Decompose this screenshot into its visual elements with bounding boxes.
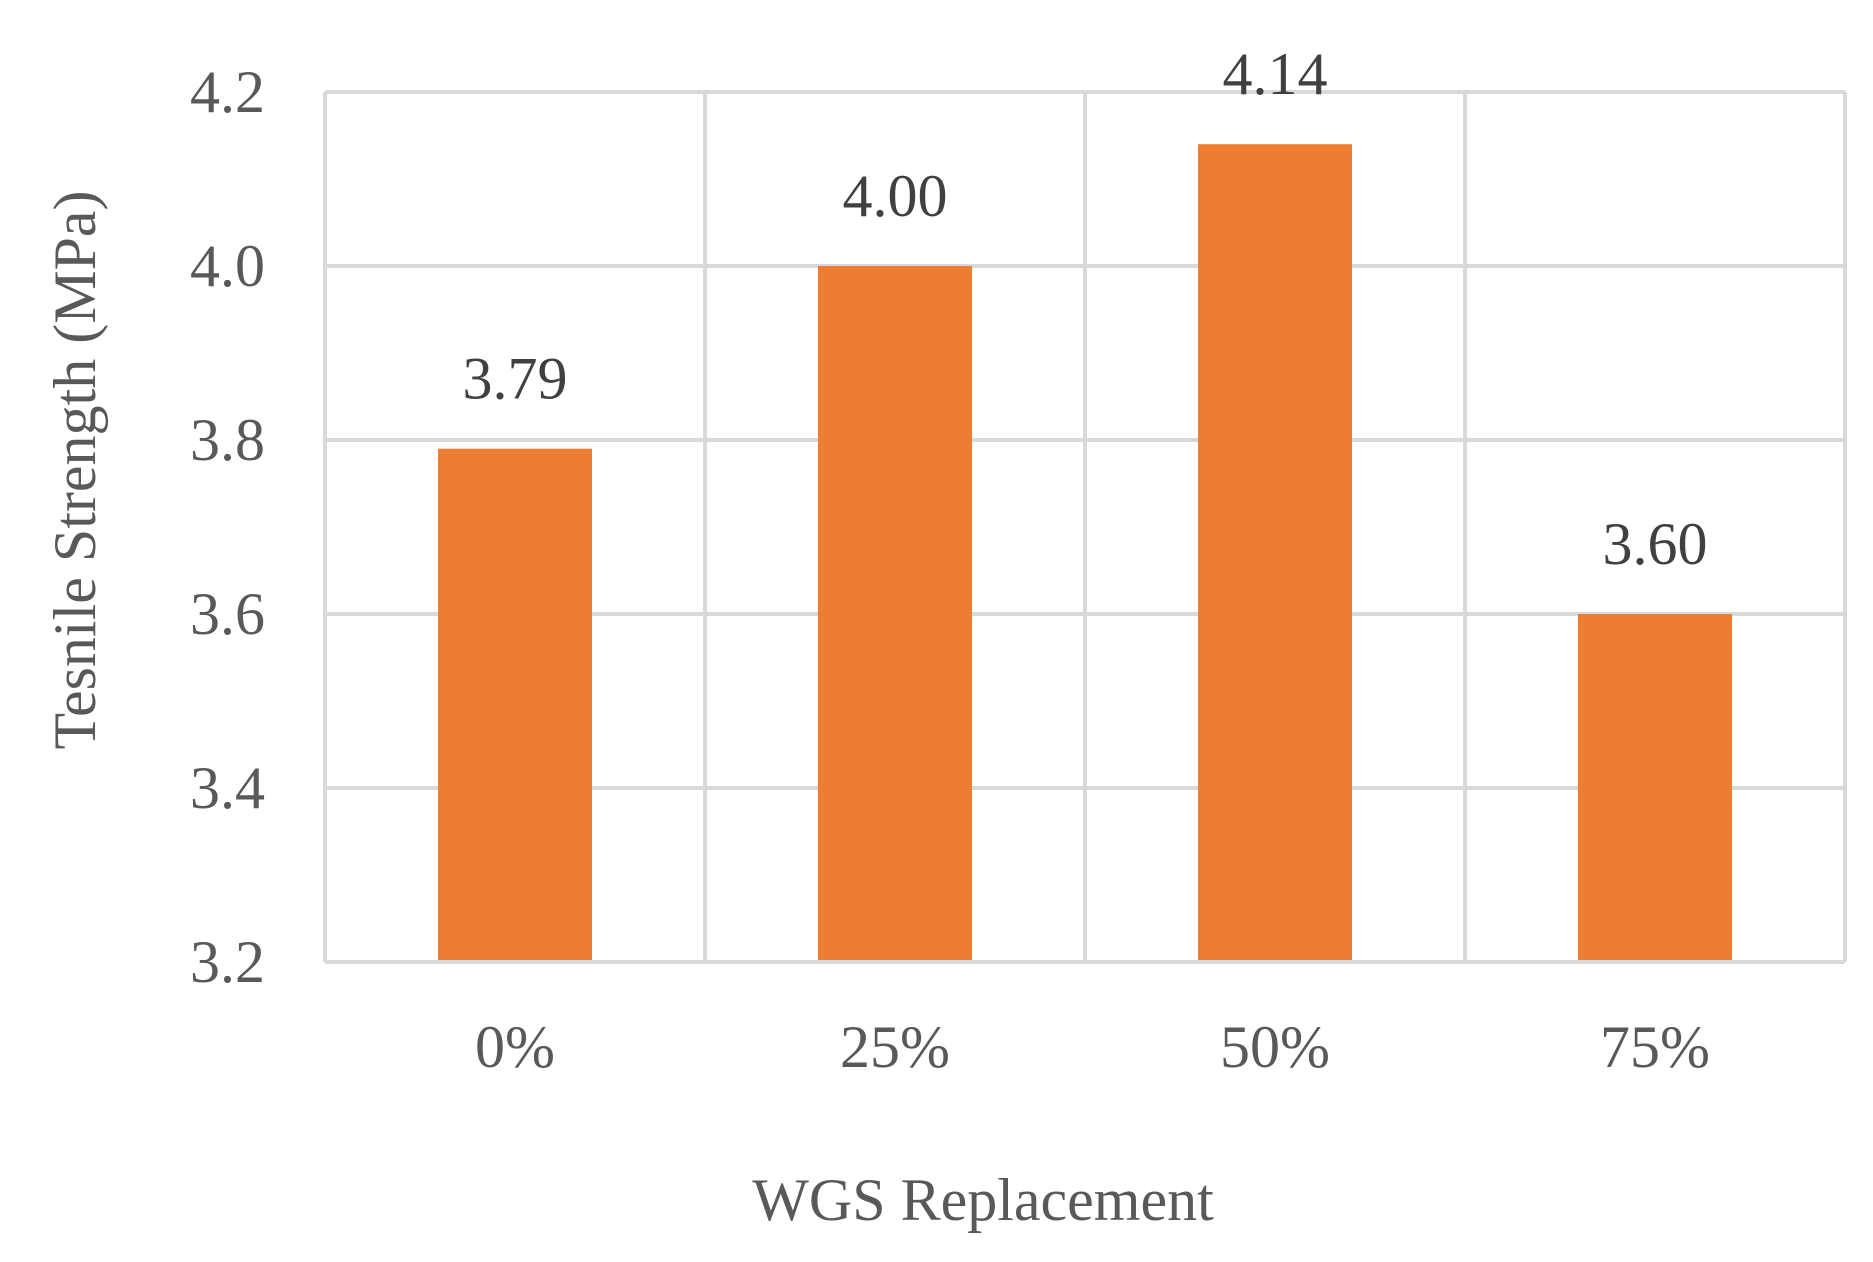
bar xyxy=(818,266,972,962)
data-label: 4.00 xyxy=(843,163,948,229)
x-axis-title: WGS Replacement xyxy=(752,1167,1214,1233)
data-label: 4.14 xyxy=(1223,41,1328,107)
bar xyxy=(438,448,592,962)
x-tick-label: 25% xyxy=(840,1014,950,1080)
data-label: 3.79 xyxy=(463,346,568,412)
y-axis-title: Tesnile Strength (MPa) xyxy=(42,190,108,749)
y-tick-label: 3.8 xyxy=(190,407,265,473)
y-tick-label: 3.6 xyxy=(190,581,265,647)
y-tick-label: 4.2 xyxy=(190,59,265,125)
data-label: 3.60 xyxy=(1603,511,1708,577)
y-tick-label: 3.2 xyxy=(190,929,265,995)
bar xyxy=(1198,144,1352,962)
x-tick-label: 0% xyxy=(475,1014,555,1080)
bar xyxy=(1578,614,1732,962)
data-labels: 3.79 4.00 4.14 3.60 xyxy=(463,41,1708,577)
x-tick-labels: 0% 25% 50% 75% xyxy=(475,1014,1710,1080)
y-tick-label: 3.4 xyxy=(190,755,265,821)
x-tick-label: 75% xyxy=(1600,1014,1710,1080)
bars xyxy=(438,144,1732,962)
x-tick-label: 50% xyxy=(1220,1014,1330,1080)
y-tick-labels: 3.2 3.4 3.6 3.8 4.0 4.2 xyxy=(190,59,265,995)
y-tick-label: 4.0 xyxy=(190,233,265,299)
